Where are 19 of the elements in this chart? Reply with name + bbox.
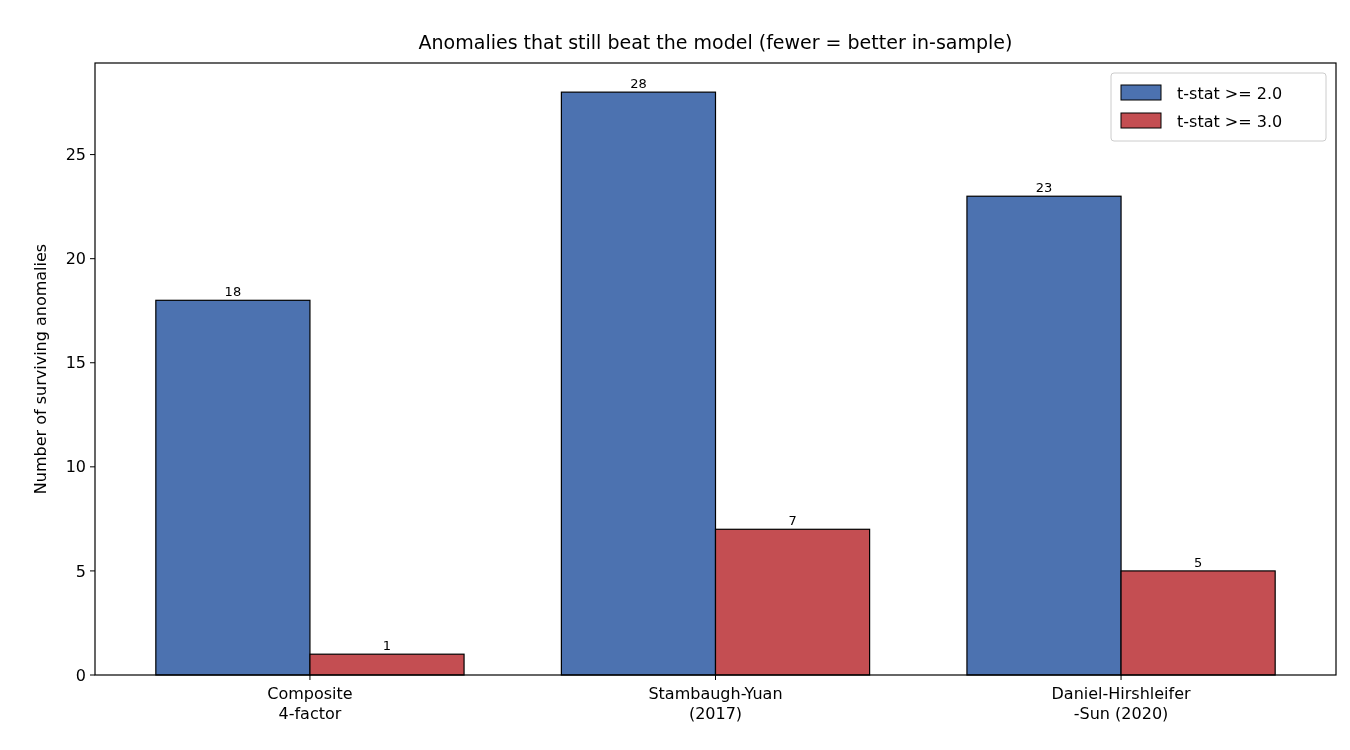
data-label: 28 bbox=[630, 76, 647, 92]
data-label: 1 bbox=[382, 638, 392, 654]
y-tick-label: 15 bbox=[65, 353, 86, 373]
data-label: 18 bbox=[224, 284, 242, 300]
legend-label: t-stat >= 2.0 bbox=[1177, 83, 1283, 103]
data-label: 23 bbox=[1035, 180, 1053, 196]
x-tick-label: Stambaugh-Yuan (2017) bbox=[648, 684, 783, 723]
y-tick-label: 5 bbox=[75, 561, 86, 581]
y-axis-title: Number of surviving anomalies bbox=[31, 243, 50, 495]
x-tick-label: Composite 4-factor bbox=[267, 684, 353, 723]
x-tick-label: Daniel-Hirshleifer -Sun (2020) bbox=[1051, 684, 1192, 723]
y-tick-label: 25 bbox=[65, 145, 86, 165]
y-tick-label: 0 bbox=[75, 665, 86, 685]
legend-label: t-stat >= 3.0 bbox=[1177, 111, 1283, 131]
y-tick-label: 10 bbox=[65, 457, 86, 477]
y-tick-label: 20 bbox=[65, 249, 86, 269]
data-label: 7 bbox=[788, 513, 797, 529]
chart-title: Anomalies that still beat the model (fewer = better in-sample) bbox=[418, 31, 1013, 53]
data-label: 5 bbox=[1193, 554, 1203, 570]
